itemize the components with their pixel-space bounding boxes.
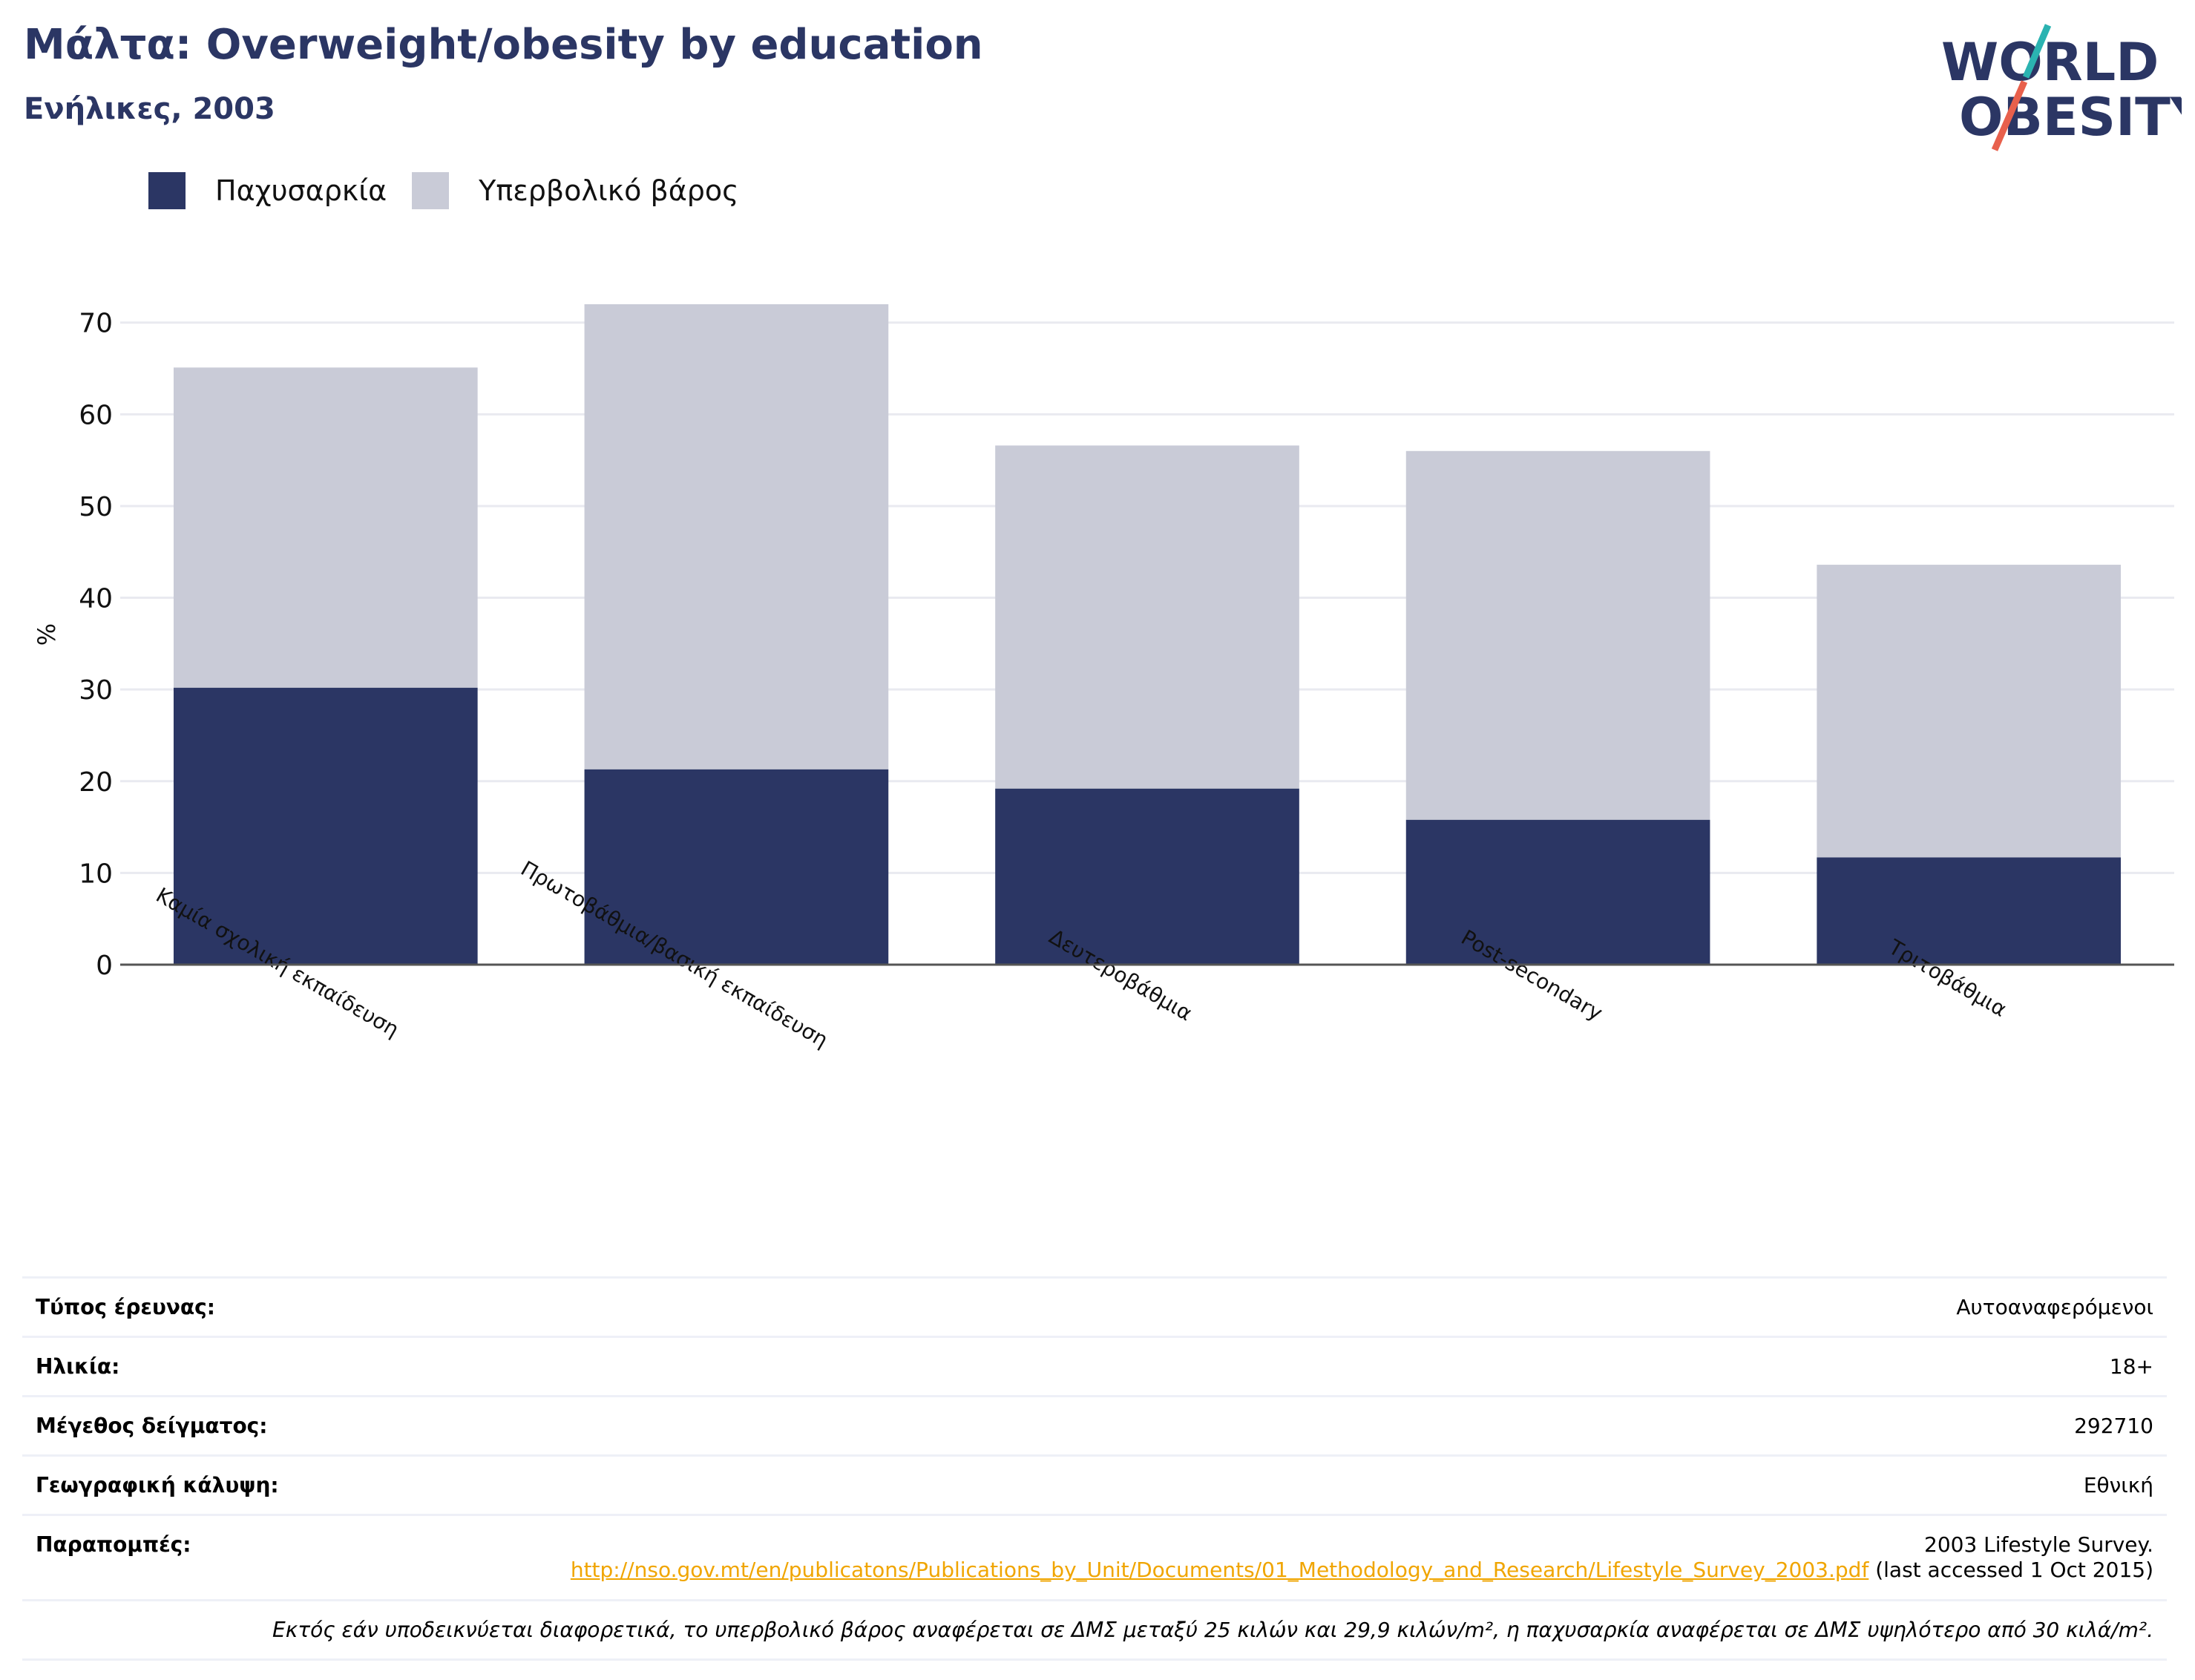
chart-title: Μάλτα: Overweight/obesity by education <box>24 21 983 69</box>
logo-slash-top <box>2022 24 2052 79</box>
legend-label-overweight: Υπερβολικό βάρος <box>479 174 739 207</box>
y-axis-title: % <box>33 623 61 646</box>
bar-obesity[interactable] <box>1405 819 1710 965</box>
y-tick-label: 50 <box>79 492 113 522</box>
bar-obesity[interactable] <box>1817 857 2122 965</box>
info-row-references: Παραπομπές: 2003 Lifestyle Survey. http:… <box>22 1514 2167 1599</box>
bar-obesity[interactable] <box>995 788 1299 965</box>
legend-swatch-obesity <box>148 172 186 209</box>
info-value-references: 2003 Lifestyle Survey. http://nso.gov.mt… <box>447 1532 2153 1583</box>
y-tick-label: 70 <box>79 309 113 339</box>
chart-legend: Παχυσαρκία Υπερβολικό βάρος <box>148 172 764 209</box>
legend-item-overweight[interactable]: Υπερβολικό βάρος <box>412 172 738 209</box>
legend-swatch-overweight <box>412 172 450 209</box>
info-row-survey-type: Τύπος έρευνας: Αυτοαναφερόμενοι <box>22 1276 2167 1336</box>
reference-link[interactable]: http://nso.gov.mt/en/publicatons/Publica… <box>570 1558 1869 1582</box>
y-tick-label: 10 <box>79 859 113 889</box>
bar-obesity[interactable] <box>173 687 478 965</box>
info-key-coverage: Γεωγραφική κάλυψη: <box>36 1473 279 1497</box>
y-tick-label: 0 <box>96 951 113 981</box>
bar-overweight[interactable] <box>995 445 1299 789</box>
definition-note: Εκτός εάν υποδεικνύεται διαφορετικά, το … <box>22 1599 2167 1661</box>
survey-info-table: Τύπος έρευνας: Αυτοαναφερόμενοι Ηλικία: … <box>22 1276 2167 1661</box>
info-row-sample-size: Μέγεθος δείγματος: 292710 <box>22 1395 2167 1454</box>
info-value-coverage: Εθνική <box>2083 1473 2153 1497</box>
bar-obesity[interactable] <box>584 769 889 965</box>
legend-label-obesity: Παχυσαρκία <box>215 174 387 207</box>
info-row-age: Ηλικία: 18+ <box>22 1336 2167 1395</box>
info-row-coverage: Γεωγραφική κάλυψη: Εθνική <box>22 1454 2167 1514</box>
logo-slash-bottom <box>1991 80 2028 151</box>
bar-overweight[interactable] <box>1817 565 2122 858</box>
reference-suffix: (last accessed 1 Oct 2015) <box>1875 1558 2153 1582</box>
logo-line1: WORLD <box>1941 32 2159 93</box>
info-value-survey-type: Αυτοαναφερόμενοι <box>1956 1295 2153 1319</box>
info-value-sample-size: 292710 <box>2074 1414 2153 1438</box>
y-tick-label: 40 <box>79 584 113 614</box>
info-key-survey-type: Τύπος έρευνας: <box>36 1295 215 1319</box>
info-key-references: Παραπομπές: <box>36 1532 191 1557</box>
bar-overweight[interactable] <box>173 367 478 688</box>
info-value-age: 18+ <box>2109 1354 2153 1379</box>
y-tick-label: 20 <box>79 767 113 798</box>
chart-subtitle: Ενήλικες, 2003 <box>24 92 275 126</box>
legend-item-obesity[interactable]: Παχυσαρκία <box>148 172 387 209</box>
info-key-age: Ηλικία: <box>36 1354 120 1379</box>
y-tick-label: 30 <box>79 675 113 706</box>
world-obesity-logo: WORLD OBESITY <box>1941 24 2182 151</box>
y-tick-label: 60 <box>79 400 113 430</box>
bar-overweight[interactable] <box>1405 450 1710 820</box>
info-key-sample-size: Μέγεθος δείγματος: <box>36 1414 268 1438</box>
bar-overweight[interactable] <box>584 304 889 770</box>
logo-line2: OBESITY <box>1959 87 2182 148</box>
reference-text: 2003 Lifestyle Survey. <box>1924 1532 2153 1557</box>
